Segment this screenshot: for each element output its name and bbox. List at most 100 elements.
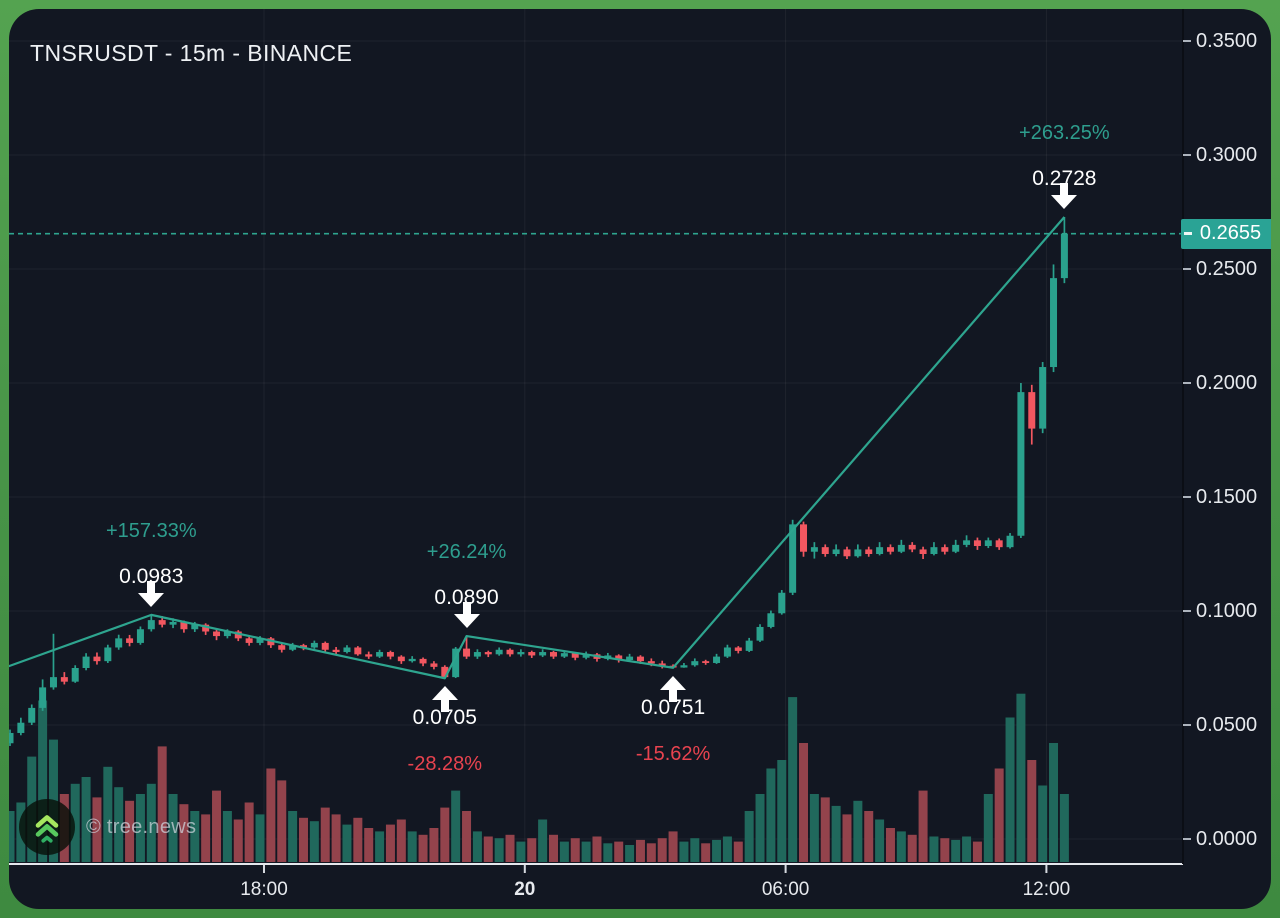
time-tick-label: 06:00 [761, 879, 810, 900]
volume-bar [331, 814, 341, 862]
candle-body [843, 549, 851, 557]
candlestick-chart[interactable] [9, 9, 1271, 909]
volume-bar [516, 841, 526, 862]
candle-body [691, 661, 699, 666]
volume-bar [962, 836, 972, 862]
candle-body [636, 656, 644, 662]
volume-bar [885, 828, 895, 862]
candle-body [973, 540, 981, 547]
candle-body [832, 549, 840, 554]
watermark: © tree.news [19, 799, 196, 855]
price-tick [1183, 382, 1191, 384]
candle-body [49, 677, 57, 688]
volume-bar [1016, 693, 1026, 862]
volume-bar [385, 824, 395, 862]
volume-bar [255, 814, 265, 862]
candle-body [528, 652, 536, 656]
candle-body [82, 656, 90, 668]
candle-body [1060, 233, 1068, 279]
volume-bar [940, 838, 950, 862]
volume-bar [646, 843, 656, 862]
candle-body [180, 621, 188, 630]
candle-body [800, 524, 808, 552]
candle-body [115, 638, 123, 648]
volume-bar [375, 831, 385, 862]
volume-bar [918, 790, 928, 862]
volume-bar [201, 814, 211, 862]
candle-body [321, 642, 329, 650]
volume-bar [581, 841, 591, 862]
candle-body [299, 645, 307, 648]
volume-bar [559, 841, 569, 862]
candle-body [680, 665, 688, 668]
volume-bar [342, 824, 352, 862]
tree-news-logo-icon [19, 799, 75, 855]
volume-bar [494, 838, 504, 862]
volume-bar [983, 794, 993, 862]
candle-body [386, 652, 394, 657]
candle-body [865, 549, 873, 554]
candle-body [1017, 392, 1025, 536]
candle-body [60, 677, 68, 682]
symbol-title: TNSRUSDT - 15m - BINANCE [30, 40, 353, 66]
candle-body [484, 652, 492, 655]
candle-body [930, 547, 938, 554]
candle-body [419, 658, 427, 664]
volume-bar [364, 828, 374, 862]
candle-body [289, 645, 297, 650]
candle-body [39, 687, 47, 708]
volume-bar [712, 839, 722, 862]
volume-bar [951, 839, 961, 862]
volume-bar [896, 831, 906, 862]
volume-bar [603, 843, 613, 862]
candle-body [136, 629, 144, 643]
chart-panel: 0.0983 +157.33% 0.0705 -28.28% 0.0890 +26.24%… [9, 9, 1271, 909]
volume-bar [92, 797, 102, 862]
price-tick-label: 0.2000 [1196, 372, 1258, 394]
candle-body [245, 638, 253, 643]
price-tick [1183, 838, 1191, 840]
candle-body [430, 663, 438, 667]
volume-bar [81, 777, 91, 862]
price-tick [1183, 154, 1191, 156]
volume-bar [907, 834, 917, 862]
candle-body [213, 631, 221, 637]
candle-body [810, 547, 818, 552]
volume-bar [266, 768, 276, 862]
candle-body [745, 640, 753, 651]
candle-body [104, 647, 112, 662]
volume-bar [842, 814, 852, 862]
candle-body [658, 663, 666, 666]
time-tick [784, 865, 787, 873]
candle-body [191, 624, 199, 630]
volume-bar [744, 811, 754, 862]
price-tick [1183, 724, 1191, 726]
candle-body [1050, 278, 1058, 368]
candle-body [343, 647, 351, 653]
time-tick [1045, 865, 1048, 873]
volume-bar [820, 797, 830, 862]
candle-body [908, 544, 916, 550]
volume-bar [277, 780, 287, 862]
candle-body [506, 649, 514, 655]
volume-bar [853, 800, 863, 862]
volume-bar [755, 794, 765, 862]
volume-bar [722, 836, 732, 862]
candle-body [354, 647, 362, 655]
candle-body [571, 653, 579, 658]
candle-body [941, 547, 949, 552]
candle-body [778, 592, 786, 614]
candle-body [202, 624, 210, 632]
candle-body [756, 626, 764, 641]
candle-body [734, 647, 742, 651]
candle-body [952, 544, 960, 552]
volume-bar [320, 807, 330, 862]
volume-bar [592, 836, 602, 862]
volume-bar [472, 831, 482, 862]
price-tick-label: 0.1500 [1196, 486, 1258, 508]
volume-bar [483, 836, 493, 862]
volume-bar [125, 800, 135, 862]
time-tick-label: 12:00 [1022, 879, 1071, 900]
volume-bar [809, 794, 819, 862]
volume-bar [396, 819, 406, 862]
